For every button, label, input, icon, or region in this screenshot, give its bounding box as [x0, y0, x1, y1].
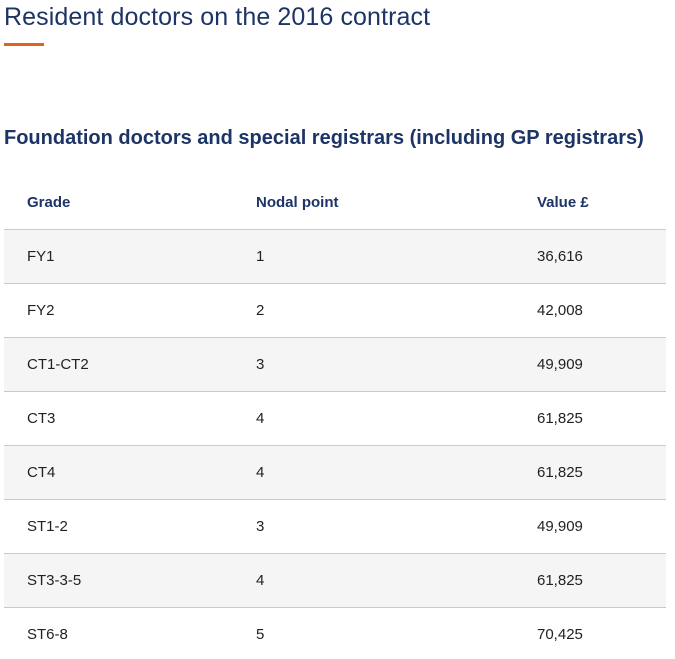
value-cell: 61,825 [514, 553, 666, 608]
nodal-point-cell: 4 [233, 553, 514, 608]
grade-cell: FY2 [4, 283, 233, 338]
nodal-point-cell: 4 [233, 445, 514, 500]
nodal-point-cell: 4 [233, 391, 514, 446]
nodal-point-cell: 3 [233, 337, 514, 392]
grade-cell: ST6-8 [4, 607, 233, 659]
title-accent-underline [4, 43, 44, 46]
value-cell: 70,425 [514, 607, 666, 659]
table-row: CT1-CT2 3 49,909 [4, 337, 666, 392]
grade-cell: FY1 [4, 229, 233, 284]
value-cell: 36,616 [514, 229, 666, 284]
nodal-point-cell: 1 [233, 229, 514, 284]
value-cell: 61,825 [514, 445, 666, 500]
table-row: ST3-3-5 4 61,825 [4, 553, 666, 608]
column-header-value: Value £ [514, 175, 666, 230]
value-cell: 49,909 [514, 499, 666, 554]
grade-cell: CT3 [4, 391, 233, 446]
grade-cell: ST1-2 [4, 499, 233, 554]
table-header-row: Grade Nodal point Value £ [4, 175, 666, 230]
section-heading: Foundation doctors and special registrar… [4, 127, 644, 149]
table-row: CT4 4 61,825 [4, 445, 666, 500]
nodal-point-cell: 5 [233, 607, 514, 659]
value-cell: 42,008 [514, 283, 666, 338]
nodal-point-cell: 2 [233, 283, 514, 338]
table-row: FY1 1 36,616 [4, 229, 666, 284]
pay-scale-table: Grade Nodal point Value £ FY1 1 36,616 F… [4, 175, 666, 659]
page-title: Resident doctors on the 2016 contract [4, 3, 431, 31]
grade-cell: ST3-3-5 [4, 553, 233, 608]
column-header-grade: Grade [4, 175, 233, 230]
value-cell: 61,825 [514, 391, 666, 446]
table-row: CT3 4 61,825 [4, 391, 666, 446]
value-cell: 49,909 [514, 337, 666, 392]
table-row: FY2 2 42,008 [4, 283, 666, 338]
table-row: ST6-8 5 70,425 [4, 607, 666, 659]
column-header-nodal-point: Nodal point [233, 175, 514, 230]
grade-cell: CT1-CT2 [4, 337, 233, 392]
nodal-point-cell: 3 [233, 499, 514, 554]
table-row: ST1-2 3 49,909 [4, 499, 666, 554]
grade-cell: CT4 [4, 445, 233, 500]
